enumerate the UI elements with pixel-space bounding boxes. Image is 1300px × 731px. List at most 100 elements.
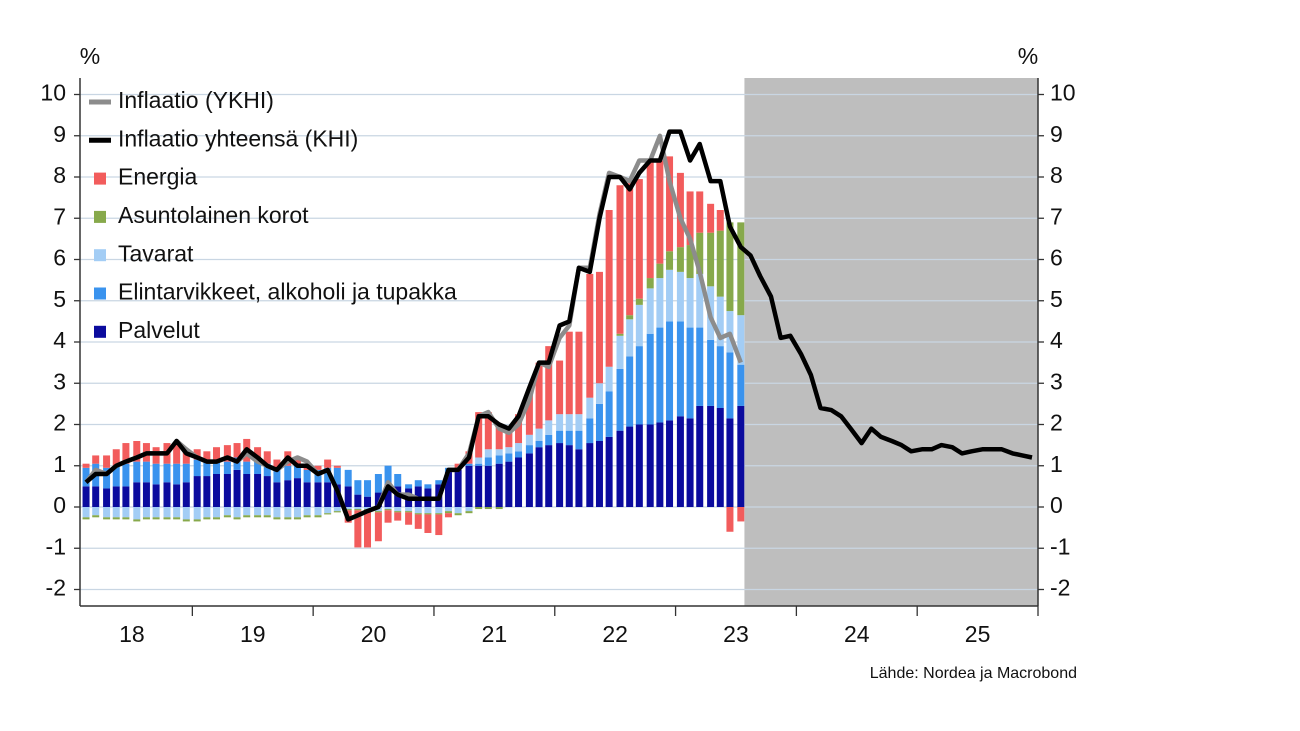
- bar-segment: [112, 465, 120, 487]
- bar-segment: [444, 511, 452, 514]
- bar-segment: [586, 397, 594, 419]
- bar-segment: [626, 183, 634, 316]
- bar-segment: [556, 443, 564, 507]
- bar-segment: [82, 486, 90, 507]
- bar-segment: [374, 492, 382, 507]
- y2-tick-label: 8: [1050, 162, 1063, 188]
- bar-segment: [112, 507, 120, 518]
- bar-segment: [716, 296, 724, 347]
- bar-segment: [133, 507, 141, 520]
- bar-segment: [213, 447, 221, 460]
- y-tick-label: 8: [53, 162, 66, 188]
- bar-segment: [303, 482, 311, 507]
- bar-segment: [605, 436, 613, 507]
- y2-tick-label: 4: [1050, 327, 1063, 353]
- y-tick-label: 6: [53, 245, 66, 271]
- y-tick-label: 0: [53, 492, 66, 518]
- bar-segment: [525, 434, 533, 446]
- y-tick-label: 1: [53, 451, 66, 477]
- bar-segment: [273, 467, 281, 483]
- bar-segment: [484, 412, 492, 450]
- bar-segment: [263, 507, 271, 516]
- bar-segment: [173, 443, 181, 464]
- lines: [84, 129, 1033, 522]
- y-tick-label: -2: [46, 575, 66, 601]
- line-series: [84, 129, 1033, 522]
- bar-segment: [656, 263, 664, 279]
- bar-segment: [243, 515, 251, 518]
- bar-segment: [82, 507, 90, 518]
- bar-segment: [454, 507, 462, 514]
- bar-segment: [344, 469, 352, 487]
- bar-segment: [505, 461, 513, 507]
- bar-segment: [263, 476, 271, 507]
- bar-segment: [384, 484, 392, 507]
- bar-segment: [595, 383, 603, 404]
- bar-segment: [293, 465, 301, 479]
- bar-segment: [475, 463, 483, 466]
- bar-segment: [696, 232, 704, 274]
- bar-segment: [505, 453, 513, 462]
- bar-segment: [103, 467, 111, 489]
- x-tick-label: 18: [119, 621, 145, 647]
- bar-segment: [616, 368, 624, 431]
- legend-swatch: [94, 172, 106, 185]
- bar-segment: [293, 478, 301, 507]
- bar-segment: [324, 513, 332, 515]
- bar-segment: [525, 453, 533, 507]
- bar-segment: [112, 486, 120, 507]
- x-tick-label: 24: [844, 621, 870, 647]
- bar-segment: [354, 480, 362, 495]
- bar-segment: [646, 288, 654, 334]
- bar-segment: [666, 420, 674, 507]
- bar-segment: [686, 245, 694, 279]
- bar-segment: [333, 507, 341, 512]
- bar-segment: [686, 327, 694, 419]
- bar-segment: [676, 172, 684, 248]
- bar-segment: [465, 511, 473, 514]
- bar-segment: [354, 507, 362, 510]
- bar-segment: [333, 465, 341, 468]
- y-tick-label: 7: [53, 203, 66, 229]
- legend-label: Palvelut: [118, 317, 200, 343]
- y2-tick-label: 9: [1050, 121, 1063, 147]
- y-tick-label: 4: [53, 327, 66, 353]
- bar-segment: [565, 414, 573, 431]
- bar-segment: [142, 461, 150, 483]
- bar-segment: [92, 486, 100, 507]
- bar-segment: [495, 463, 503, 507]
- bar-segment: [424, 507, 432, 514]
- bar-segment: [92, 507, 100, 516]
- bar-segment: [605, 391, 613, 437]
- bar-segment: [716, 346, 724, 408]
- bar-segment: [635, 424, 643, 507]
- bar-segment: [405, 511, 413, 513]
- bar-segment: [626, 319, 634, 357]
- bar-segment: [384, 510, 392, 523]
- bar-segment: [525, 391, 533, 435]
- bar-segment: [676, 321, 684, 417]
- bar-segment: [223, 507, 231, 516]
- bar-segment: [405, 512, 413, 525]
- bar-segment: [354, 494, 362, 507]
- bar-segment: [142, 517, 150, 520]
- bar-segment: [303, 515, 311, 518]
- bar-segment: [666, 156, 674, 252]
- y2-tick-label: 3: [1050, 368, 1063, 394]
- y-tick-label: 3: [53, 368, 66, 394]
- bar-segment: [284, 465, 292, 481]
- bar-segment: [575, 430, 583, 450]
- bar-segment: [243, 474, 251, 507]
- x-tick-label: 19: [240, 621, 266, 647]
- bar-segment: [163, 517, 171, 520]
- bar-segment: [263, 515, 271, 518]
- bar-segment: [465, 465, 473, 507]
- bar-segment: [545, 445, 553, 507]
- bar-segment: [374, 512, 382, 542]
- bar-segment: [384, 465, 392, 485]
- bar-segment: [394, 507, 402, 512]
- bar-segment: [565, 445, 573, 507]
- bar-segment: [515, 451, 523, 458]
